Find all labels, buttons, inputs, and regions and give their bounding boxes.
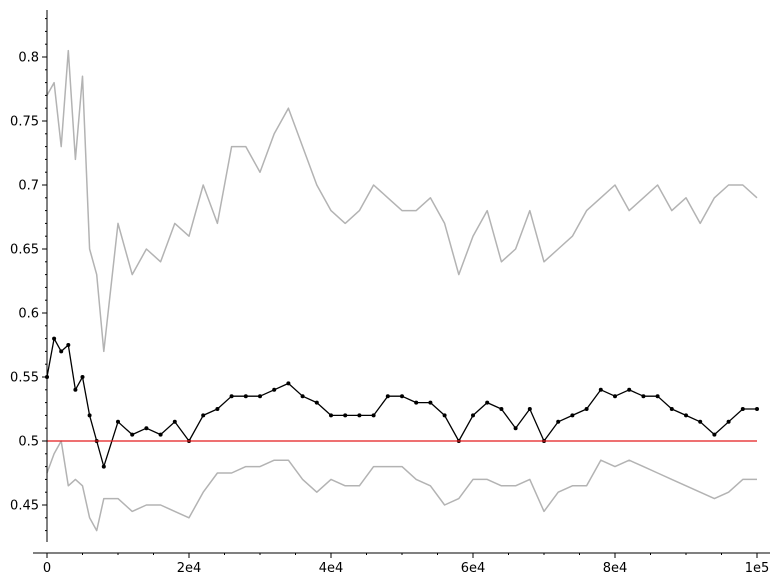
mean-point xyxy=(584,407,589,411)
mean-point xyxy=(101,464,106,469)
mean-point xyxy=(556,419,561,424)
mean-point xyxy=(471,413,475,418)
mean-point xyxy=(229,394,234,399)
mean-point xyxy=(684,413,688,418)
mean-point xyxy=(272,387,277,392)
y-tick-label: 0.7 xyxy=(18,179,39,194)
mean-point xyxy=(414,400,419,405)
mean-point xyxy=(329,413,333,418)
mean-point xyxy=(598,387,603,392)
mean-point xyxy=(172,419,177,424)
mean-point xyxy=(314,400,319,405)
mean-point xyxy=(300,394,305,399)
mean-point xyxy=(73,387,78,392)
x-tick-label: 8e4 xyxy=(603,561,628,576)
mean-point xyxy=(87,413,92,418)
mean-point xyxy=(485,400,490,405)
mean-point xyxy=(755,407,759,411)
mean-point xyxy=(740,407,745,411)
mean-point xyxy=(726,419,731,424)
mean-point xyxy=(613,394,617,399)
mean-point xyxy=(655,394,660,399)
axes-layer: 0.45 0.5 0.55 0.6 0.65 0.7 0.75 0.8 0 2e4 4e4 6e4 8e… xyxy=(10,10,770,576)
mean-point xyxy=(286,381,291,386)
y-tick-label: 0.45 xyxy=(10,499,39,514)
mean-point xyxy=(158,432,163,437)
y-tick-label: 0.65 xyxy=(10,243,39,258)
mean-point xyxy=(513,426,518,431)
mean-point xyxy=(357,413,362,418)
y-tick-label: 0.8 xyxy=(18,51,39,66)
mean-point xyxy=(52,336,57,341)
lower-band-line xyxy=(46,440,757,532)
mean-point xyxy=(343,413,348,418)
mean-line xyxy=(46,337,757,468)
mean-point xyxy=(712,432,717,437)
y-tick-label: 0.5 xyxy=(18,435,39,450)
mean-point xyxy=(385,394,390,399)
y-tick-label: 0.55 xyxy=(10,371,39,386)
mean-point xyxy=(144,426,149,431)
y-tick-label: 0.75 xyxy=(10,115,39,130)
y-tick-label: 0.6 xyxy=(18,307,39,322)
mean-point xyxy=(243,394,248,399)
mean-point xyxy=(698,419,703,424)
series-layer xyxy=(45,49,759,532)
mean-point xyxy=(570,413,575,418)
x-tick-label: 1e5 xyxy=(745,561,770,576)
mean-point xyxy=(371,413,376,418)
x-tick-label: 6e4 xyxy=(461,561,486,576)
mean-point xyxy=(130,432,135,437)
mean-point xyxy=(428,400,433,405)
mean-point xyxy=(499,407,504,411)
x-tick-label: 2e4 xyxy=(177,561,202,576)
mean-point xyxy=(59,349,64,354)
x-tick-label: 0 xyxy=(43,561,51,576)
mean-point xyxy=(400,394,404,399)
mean-point xyxy=(201,413,206,418)
mean-point xyxy=(527,407,532,411)
mean-point xyxy=(627,387,632,392)
mean-point xyxy=(116,419,120,424)
mean-point xyxy=(669,407,674,411)
mean-point xyxy=(442,413,447,418)
x-tick-label: 4e4 xyxy=(319,561,344,576)
mean-point xyxy=(80,375,85,379)
mean-point xyxy=(215,407,220,411)
upper-band-line xyxy=(46,49,758,353)
mean-point xyxy=(66,343,71,347)
mean-point xyxy=(258,394,262,399)
mean-point xyxy=(641,394,646,399)
